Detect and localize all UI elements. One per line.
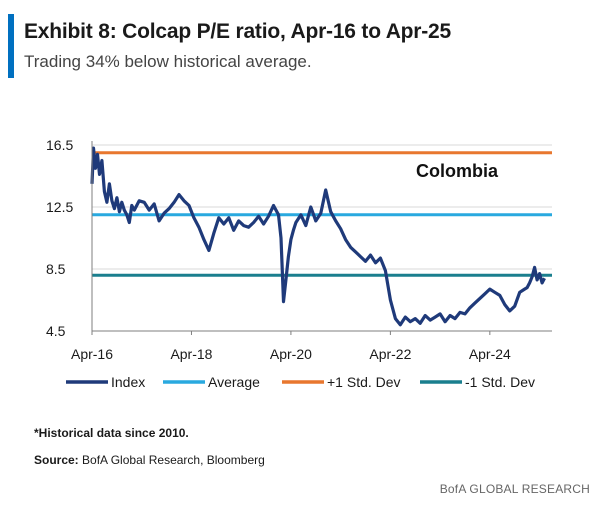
legend-item-plus-std: +1 Std. Dev (282, 374, 401, 390)
x-tick-label: Apr-24 (469, 346, 511, 362)
y-tick-label: 4.5 (46, 323, 66, 339)
x-tick-label: Apr-18 (170, 346, 212, 362)
source-text: BofA Global Research, Bloomberg (82, 453, 265, 467)
legend-label: -1 Std. Dev (465, 374, 535, 390)
y-tick-labels: 4.5 8.5 12.5 16.5 (46, 137, 73, 339)
series-line-index (90, 146, 546, 327)
title-accent-bar (8, 14, 14, 78)
brand-mark: BofA GLOBAL RESEARCH (439, 482, 590, 496)
footnote: *Historical data since 2010. (34, 426, 189, 440)
x-tick-label: Apr-16 (71, 346, 113, 362)
chart-subtitle: Trading 34% below historical average. (24, 52, 312, 71)
chart-annotation-colombia: Colombia (416, 161, 499, 181)
legend-label: Index (111, 374, 145, 390)
x-tick-label: Apr-20 (270, 346, 312, 362)
legend-label: Average (208, 374, 260, 390)
source-line: Source: BofA Global Research, Bloomberg (34, 453, 265, 467)
legend-item-minus-std: -1 Std. Dev (420, 374, 535, 390)
legend-item-average: Average (163, 374, 260, 390)
chart-title: Exhibit 8: Colcap P/E ratio, Apr-16 to A… (24, 20, 452, 43)
reference-lines (92, 151, 552, 277)
y-tick-label: 12.5 (46, 199, 73, 215)
source-label: Source: (34, 453, 79, 467)
x-tick-labels: Apr-16 Apr-18 Apr-20 Apr-22 Apr-24 (71, 331, 511, 362)
y-tick-label: 8.5 (46, 261, 66, 277)
series-layer (90, 146, 546, 327)
legend: Index Average +1 Std. Dev -1 Std. Dev (66, 374, 535, 390)
legend-item-index: Index (66, 374, 145, 390)
y-tick-label: 16.5 (46, 137, 73, 153)
x-tick-label: Apr-22 (369, 346, 411, 362)
legend-label: +1 Std. Dev (327, 374, 401, 390)
